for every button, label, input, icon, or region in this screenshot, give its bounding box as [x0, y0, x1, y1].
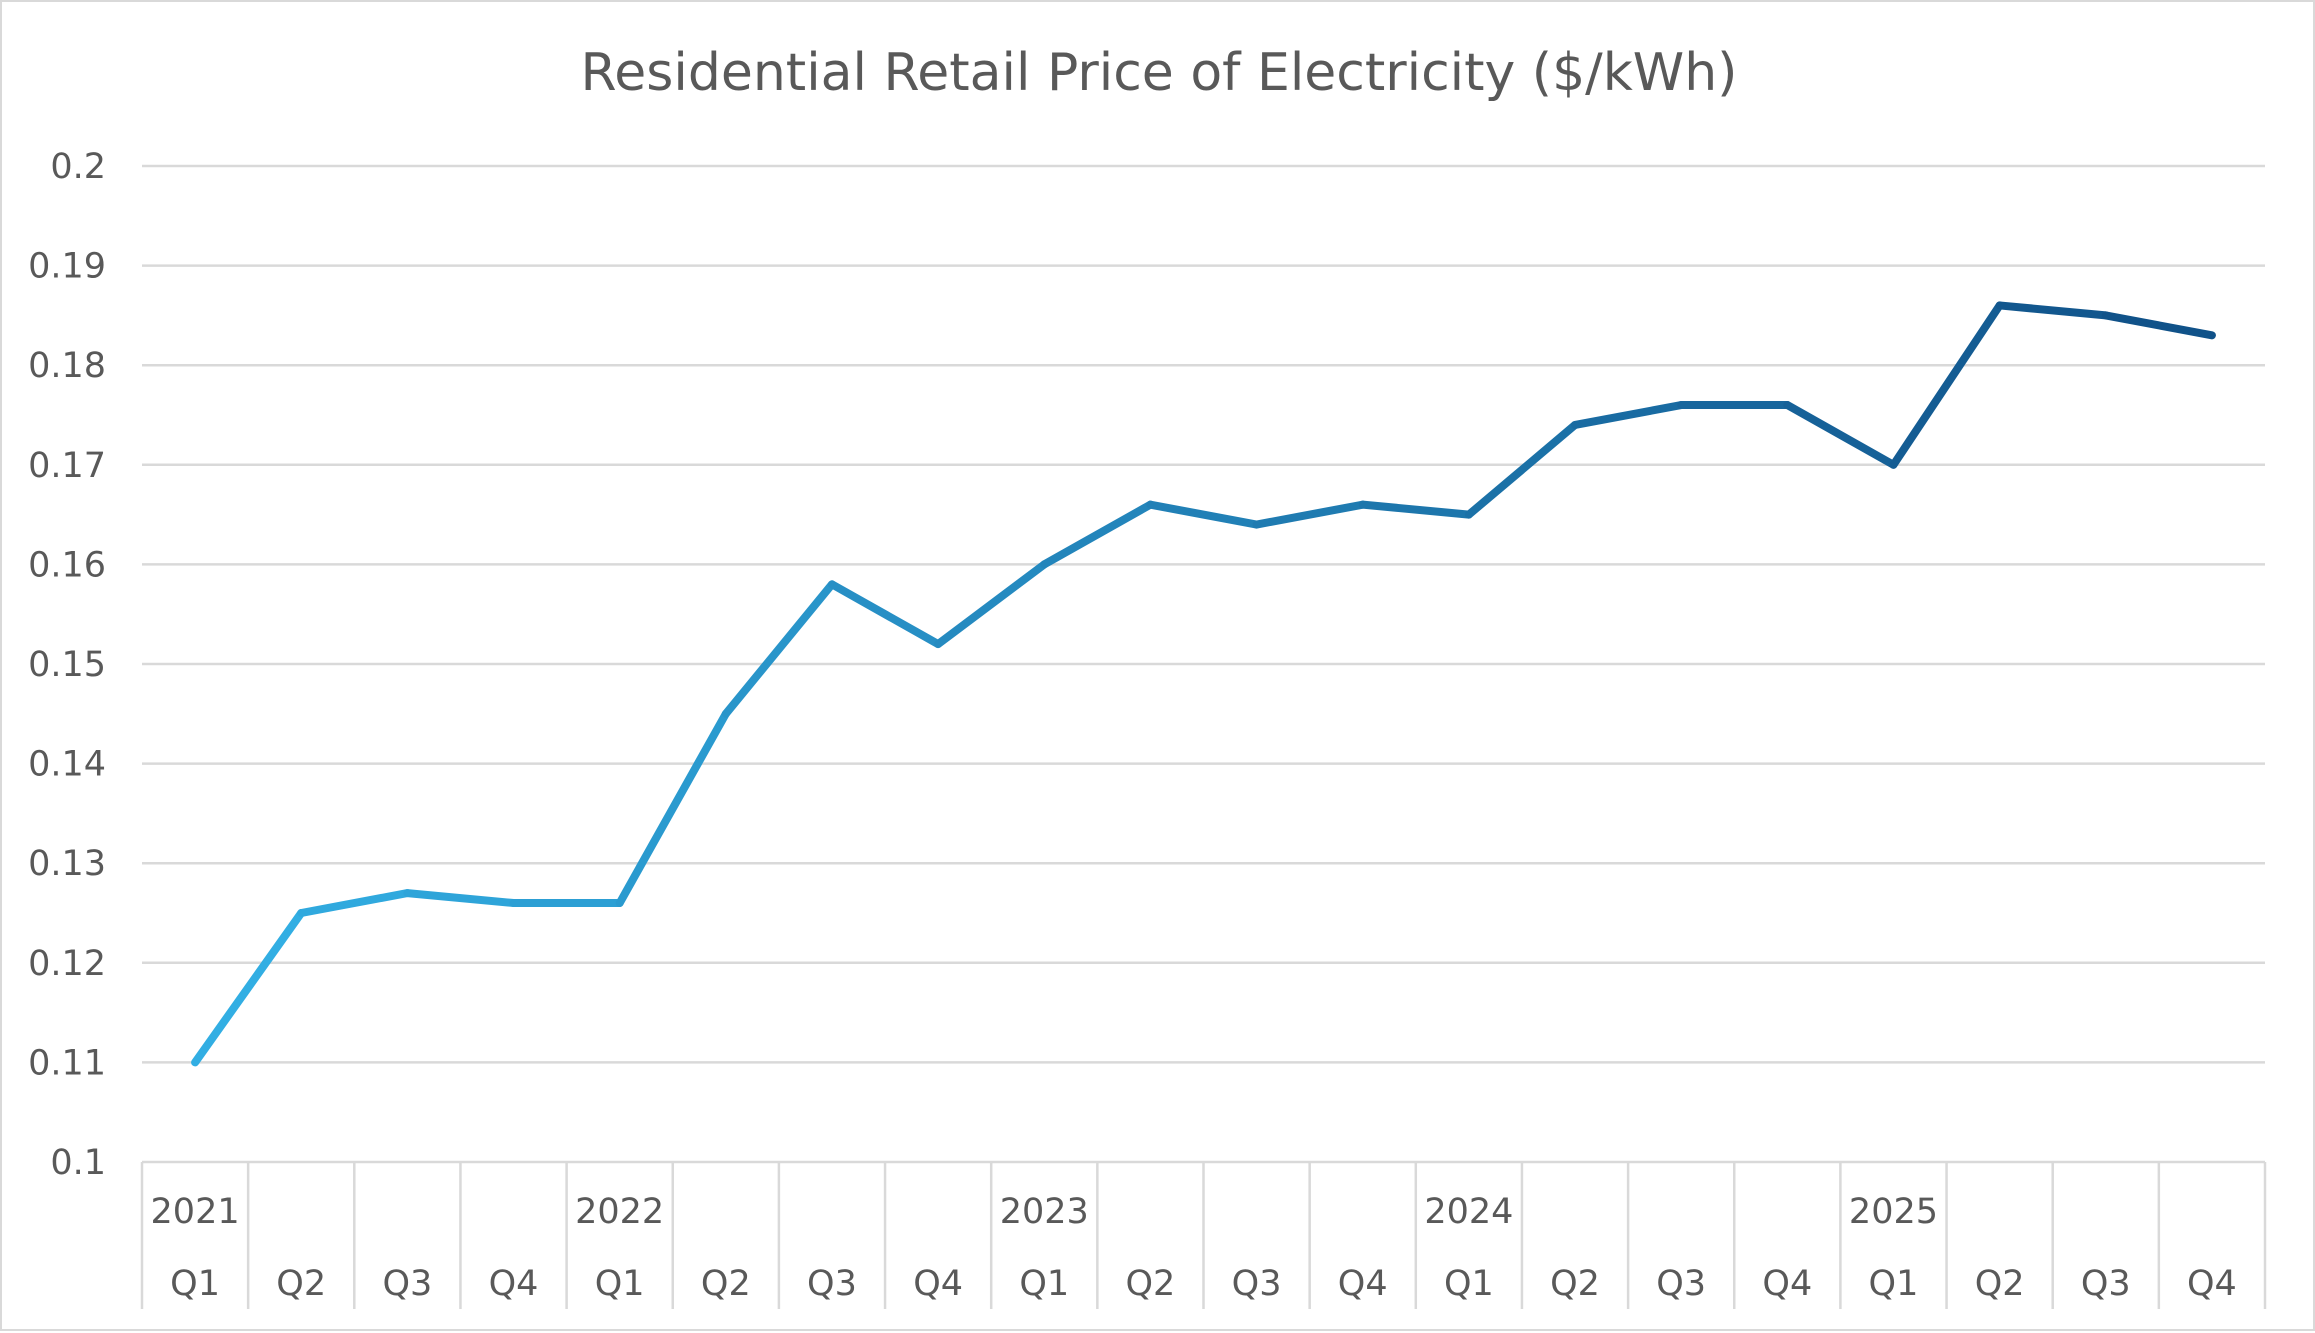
chart-title: Residential Retail Price of Electricity …	[581, 43, 1738, 103]
x-year-label: 2022	[575, 1192, 664, 1232]
x-year-label: 2024	[1424, 1192, 1513, 1232]
price-series-line	[195, 305, 2212, 1062]
gridlines	[142, 166, 2265, 1162]
y-tick-label: 0.1	[50, 1143, 106, 1183]
x-quarter-label: Q4	[489, 1264, 539, 1304]
line-segment	[1893, 305, 1999, 464]
x-quarter-label: Q2	[276, 1264, 326, 1304]
x-quarter-label: Q2	[1550, 1264, 1600, 1304]
x-quarter-label: Q3	[1232, 1264, 1282, 1304]
line-segment	[1044, 505, 1150, 565]
line-segment	[301, 893, 407, 913]
line-segment	[2000, 305, 2106, 315]
y-tick-label: 0.13	[28, 844, 106, 884]
line-segment	[1575, 405, 1681, 425]
y-tick-label: 0.19	[28, 247, 106, 287]
x-quarter-label: Q3	[807, 1264, 857, 1304]
x-quarter-label: Q3	[1656, 1264, 1706, 1304]
line-segment	[620, 714, 726, 903]
line-segment	[407, 893, 513, 903]
x-quarter-label: Q4	[913, 1264, 963, 1304]
x-quarter-label: Q1	[1444, 1264, 1494, 1304]
x-quarter-label: Q3	[382, 1264, 432, 1304]
line-segment	[1363, 505, 1469, 515]
y-axis: 0.1 0.11 0.12 0.13 0.14 0.15 0.16 0.17 0.18 0.19 0…	[28, 147, 106, 1183]
line-segment	[1150, 505, 1256, 525]
y-tick-label: 0.11	[28, 1043, 106, 1083]
x-quarter-label: Q1	[1019, 1264, 1069, 1304]
x-quarter-label: Q4	[2187, 1264, 2237, 1304]
line-segment	[195, 913, 301, 1062]
x-quarter-label: Q4	[1338, 1264, 1388, 1304]
x-quarter-label: Q2	[701, 1264, 751, 1304]
line-segment	[1469, 425, 1575, 515]
line-segment	[1787, 405, 1893, 465]
x-quarter-label: Q4	[1762, 1264, 1812, 1304]
y-tick-label: 0.14	[28, 745, 106, 785]
x-quarter-label: Q1	[595, 1264, 645, 1304]
y-tick-label: 0.18	[28, 346, 106, 386]
y-tick-label: 0.15	[28, 645, 106, 685]
y-tick-label: 0.17	[28, 446, 106, 486]
x-quarter-label: Q1	[1869, 1264, 1919, 1304]
line-segment	[832, 584, 938, 644]
x-quarter-label: Q3	[2081, 1264, 2131, 1304]
x-quarter-label: Q1	[170, 1264, 220, 1304]
line-segment	[938, 564, 1044, 644]
x-quarter-label: Q2	[1126, 1264, 1176, 1304]
x-year-label: 2021	[151, 1192, 240, 1232]
x-axis: 2021 Q1 Q2 Q3 Q4 2022 Q1 Q2 Q3 Q4 2023 Q1 Q2 Q3 Q4 2024…	[142, 1162, 2265, 1309]
line-segment	[726, 584, 832, 713]
line-segment	[2106, 315, 2212, 335]
line-segment	[1257, 505, 1363, 525]
y-tick-label: 0.2	[50, 147, 106, 187]
y-tick-label: 0.12	[28, 944, 106, 984]
x-year-label: 2025	[1849, 1192, 1938, 1232]
x-year-label: 2023	[1000, 1192, 1089, 1232]
y-tick-label: 0.16	[28, 545, 106, 585]
x-quarter-label: Q2	[1975, 1264, 2025, 1304]
